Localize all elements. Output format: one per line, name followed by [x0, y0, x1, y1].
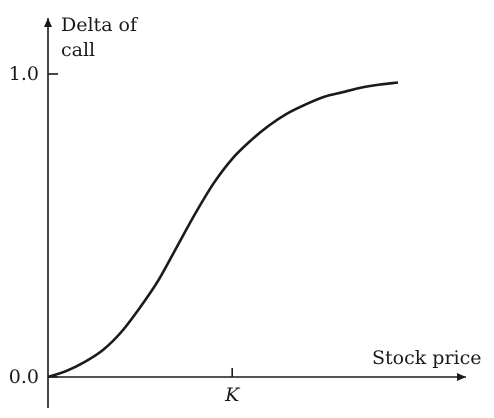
y-tick-label: 1.0 [9, 63, 39, 85]
x-tick-label-strike: K [224, 384, 241, 406]
axis-ticks: 1.0 0.0 K [9, 63, 241, 406]
x-axis-label: Stock price [372, 347, 482, 369]
delta-curve [47, 81, 399, 379]
y-axis-label-line1: Delta of [61, 14, 139, 36]
y-axis-label-line2: call [61, 39, 95, 61]
y-tick-label: 0.0 [9, 366, 39, 388]
